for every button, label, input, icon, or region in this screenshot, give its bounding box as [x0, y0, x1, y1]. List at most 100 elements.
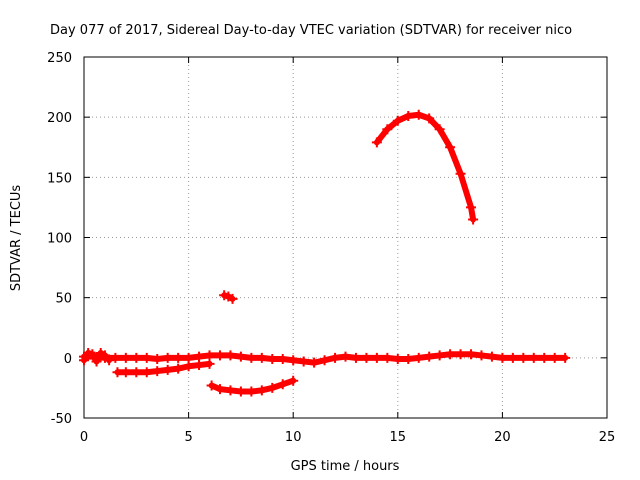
data-point	[434, 124, 445, 135]
data-point	[225, 385, 236, 396]
data-point	[183, 352, 194, 363]
series-short-arc	[219, 290, 238, 304]
axis-ticks	[83, 56, 608, 419]
data-point	[256, 385, 267, 396]
data-point	[361, 352, 372, 363]
data-point	[246, 352, 257, 363]
data-point	[298, 356, 309, 367]
data-point	[194, 351, 205, 362]
data-point	[235, 386, 246, 397]
data-point	[110, 352, 121, 363]
data-point	[309, 357, 320, 368]
trace-segment	[436, 126, 454, 151]
data-points	[79, 109, 571, 397]
data-point	[162, 364, 173, 375]
grid-lines	[84, 57, 607, 418]
x-tick-label: 15	[390, 430, 407, 445]
y-tick-label: 50	[55, 292, 72, 307]
data-point	[319, 355, 330, 366]
series-lower-branch-1	[112, 358, 215, 378]
data-point	[235, 351, 246, 362]
chart-title: Day 077 of 2017, Sidereal Day-to-day VTE…	[50, 23, 572, 38]
data-point	[549, 352, 560, 363]
data-point	[528, 352, 539, 363]
data-point	[267, 382, 278, 393]
data-point	[204, 358, 215, 369]
data-point	[288, 375, 299, 386]
data-point	[141, 367, 152, 378]
data-point	[466, 349, 477, 360]
data-point	[194, 360, 205, 371]
data-point	[424, 113, 435, 124]
data-point	[371, 352, 382, 363]
data-point	[445, 142, 456, 153]
series-early-bump	[79, 348, 115, 367]
y-tick-labels: -50 0 50 100 150 200 250	[47, 51, 72, 427]
data-point	[445, 349, 456, 360]
data-point	[497, 352, 508, 363]
data-point	[424, 351, 435, 362]
data-point	[403, 354, 414, 365]
data-point	[246, 386, 257, 397]
data-point	[392, 115, 403, 126]
trace-segment	[457, 170, 475, 211]
y-tick-label: 150	[47, 171, 72, 186]
data-point	[120, 352, 131, 363]
y-tick-label: 250	[47, 51, 72, 66]
data-point	[225, 350, 236, 361]
data-point	[518, 352, 529, 363]
data-point	[468, 214, 479, 225]
data-point	[214, 384, 225, 395]
x-tick-label: 5	[184, 430, 192, 445]
data-point	[131, 367, 142, 378]
data-point	[206, 380, 217, 391]
data-point	[152, 366, 163, 377]
data-point	[434, 350, 445, 361]
data-point	[382, 124, 393, 135]
x-tick-label: 0	[80, 430, 88, 445]
data-point	[466, 202, 477, 213]
x-tick-label: 25	[599, 430, 616, 445]
data-point	[173, 363, 184, 374]
data-point	[455, 349, 466, 360]
data-point	[227, 293, 238, 304]
data-point	[214, 350, 225, 361]
data-point	[413, 352, 424, 363]
series-main-trace	[79, 349, 571, 368]
data-point	[330, 352, 341, 363]
data-point	[120, 367, 131, 378]
data-point	[382, 352, 393, 363]
data-point	[256, 352, 267, 363]
data-point	[87, 349, 98, 360]
data-point	[204, 350, 215, 361]
data-point	[141, 352, 152, 363]
data-point	[371, 137, 382, 148]
data-point	[403, 110, 414, 121]
data-point	[267, 354, 278, 365]
data-point	[288, 355, 299, 366]
y-tick-label: 200	[47, 111, 72, 126]
data-point	[486, 351, 497, 362]
data-point	[350, 352, 361, 363]
x-tick-label: 20	[494, 430, 511, 445]
data-point	[112, 367, 123, 378]
data-point	[507, 352, 518, 363]
data-point	[152, 354, 163, 365]
data-point	[340, 351, 351, 362]
data-point	[476, 350, 487, 361]
data-point	[560, 352, 571, 363]
data-point	[413, 109, 424, 120]
data-point	[79, 355, 89, 366]
data-point	[392, 354, 403, 365]
series-lower-branch-2	[206, 375, 299, 397]
data-point	[183, 361, 194, 372]
data-point	[131, 352, 142, 363]
data-point	[455, 168, 466, 179]
data-point	[277, 379, 288, 390]
y-tick-label: -50	[51, 412, 72, 427]
y-axis-label: SDTVAR / TECUs	[9, 185, 24, 292]
data-point	[162, 352, 173, 363]
x-tick-labels: 0 5 10 15 20 25	[80, 430, 615, 445]
data-point	[91, 356, 102, 367]
